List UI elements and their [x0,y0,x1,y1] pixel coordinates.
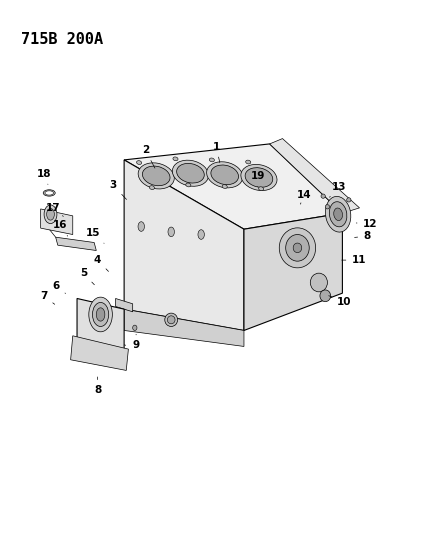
Text: 7: 7 [40,292,55,304]
Polygon shape [270,139,360,213]
Polygon shape [124,160,244,330]
Text: 8: 8 [94,377,101,395]
Ellipse shape [329,201,347,227]
Ellipse shape [209,158,214,162]
Ellipse shape [207,162,243,188]
Ellipse shape [279,228,315,268]
Polygon shape [124,144,342,229]
Polygon shape [56,237,96,251]
Ellipse shape [96,308,105,321]
Ellipse shape [138,163,174,189]
Polygon shape [41,209,73,235]
Text: 16: 16 [53,221,68,236]
Ellipse shape [325,197,351,232]
Ellipse shape [241,165,277,190]
Text: 11: 11 [342,255,366,265]
Ellipse shape [211,165,238,184]
Text: 17: 17 [45,203,63,216]
Polygon shape [116,298,133,312]
Ellipse shape [43,190,55,196]
Ellipse shape [245,168,273,187]
Ellipse shape [177,164,204,183]
Text: 8: 8 [354,231,370,241]
Ellipse shape [173,157,178,161]
Ellipse shape [347,198,351,202]
Ellipse shape [172,160,208,186]
Ellipse shape [133,325,137,330]
Text: 18: 18 [36,169,51,184]
Text: 13: 13 [330,182,346,197]
Ellipse shape [286,235,309,261]
Polygon shape [77,298,124,362]
Text: 6: 6 [53,281,65,294]
Ellipse shape [45,191,54,195]
Text: 5: 5 [80,269,94,285]
Ellipse shape [165,313,178,326]
Text: 4: 4 [94,255,109,271]
Ellipse shape [222,184,227,189]
Ellipse shape [44,205,57,224]
Ellipse shape [198,230,205,239]
Text: 1: 1 [213,142,220,163]
Text: 2: 2 [142,146,155,168]
Ellipse shape [89,297,112,332]
Text: 9: 9 [133,334,140,350]
Ellipse shape [47,208,54,220]
Ellipse shape [320,290,331,302]
Text: 19: 19 [250,171,265,187]
Text: 10: 10 [329,296,352,306]
Ellipse shape [321,194,325,198]
Polygon shape [244,213,342,330]
Ellipse shape [293,243,302,253]
Text: 14: 14 [297,190,311,204]
Ellipse shape [186,183,191,187]
Ellipse shape [325,205,330,209]
Ellipse shape [246,160,251,164]
Ellipse shape [334,208,342,221]
Ellipse shape [138,222,145,231]
Polygon shape [71,336,128,370]
Text: 3: 3 [110,181,127,199]
Ellipse shape [168,227,175,237]
Text: 12: 12 [356,219,377,229]
Ellipse shape [149,185,155,190]
Text: 15: 15 [86,229,104,243]
Polygon shape [124,309,244,346]
Text: 715B 200A: 715B 200A [21,32,104,47]
Ellipse shape [310,273,327,292]
Ellipse shape [137,160,142,165]
Ellipse shape [92,303,109,326]
Ellipse shape [143,166,170,185]
Ellipse shape [167,316,175,324]
Ellipse shape [259,187,264,191]
